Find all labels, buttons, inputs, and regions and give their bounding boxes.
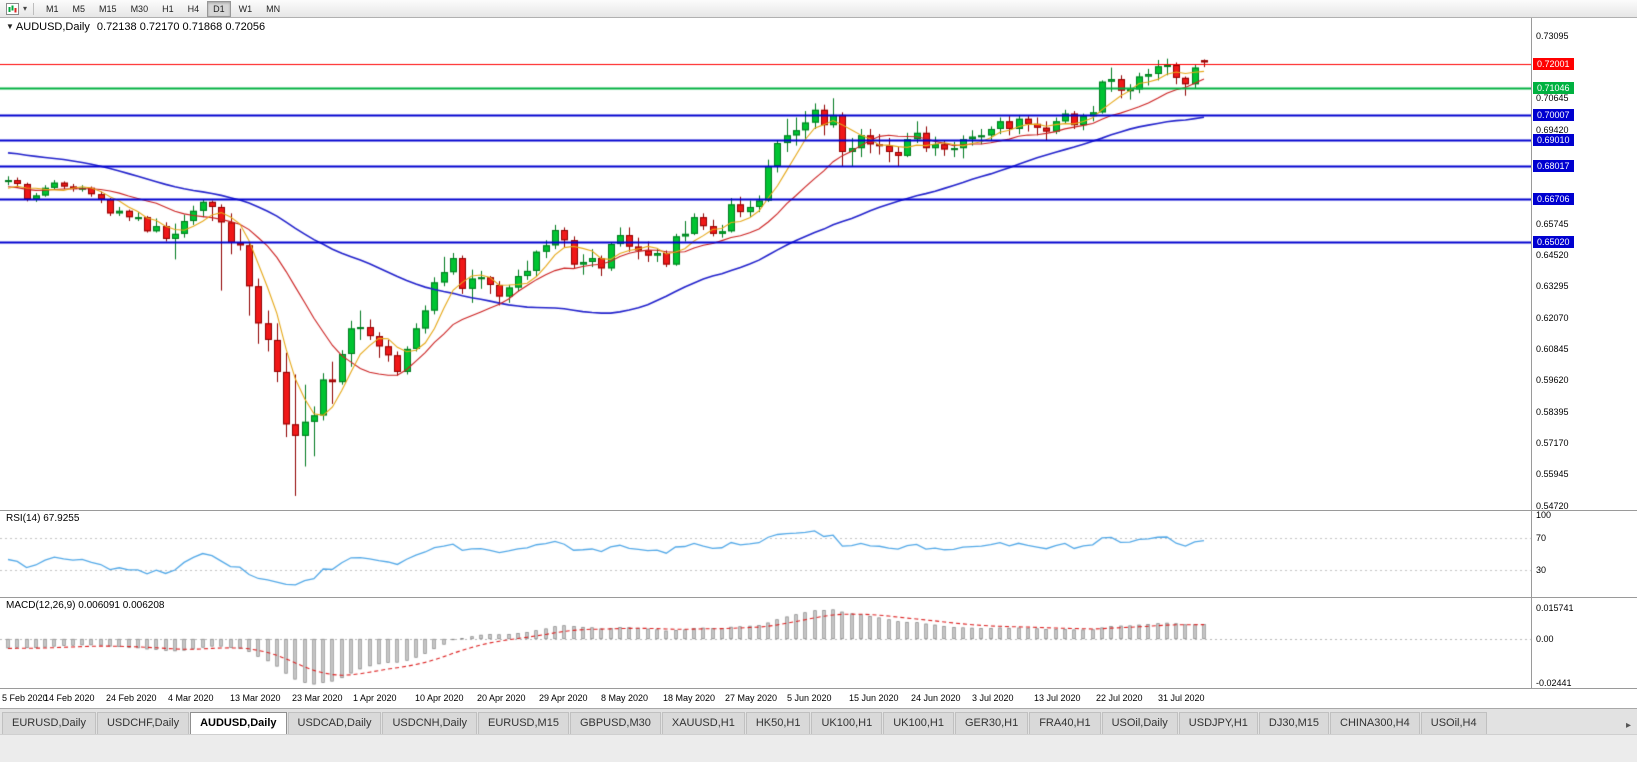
price-axis-label: 0.57170 (1536, 438, 1569, 448)
date-axis-label: 22 Jul 2020 (1096, 693, 1143, 703)
chart-tab-uk100-h1[interactable]: UK100,H1 (883, 712, 954, 734)
date-axis-label: 4 Mar 2020 (168, 693, 214, 703)
price-axis-label: 0.65745 (1536, 218, 1569, 229)
chart-tab-audusd-daily[interactable]: AUDUSD,Daily (190, 712, 287, 734)
timeframe-button-m30[interactable]: M30 (125, 1, 155, 17)
chart-tab-bar: EURUSD,Daily USDCHF,Daily AUDUSD,Daily USDC… (0, 708, 1637, 734)
date-axis-label: 10 Apr 2020 (415, 693, 464, 703)
tabs-scroll-right-icon[interactable]: ▸ (1625, 720, 1631, 731)
timeframe-button-m1[interactable]: M1 (40, 1, 65, 17)
date-axis-label: 24 Jun 2020 (911, 693, 961, 703)
chart-tab-ger30-h1[interactable]: GER30,H1 (955, 712, 1029, 734)
timeframe-button-m5[interactable]: M5 (67, 1, 92, 17)
timeframe-button-w1[interactable]: W1 (233, 1, 259, 17)
chart-tab-eurusd-m15[interactable]: EURUSD,M15 (478, 712, 569, 734)
price-axis-label: 0.69420 (1536, 124, 1569, 135)
chart-tab-dj30-m15[interactable]: DJ30,M15 (1258, 712, 1330, 734)
macd-canvas[interactable] (0, 598, 1531, 688)
main-chart-panel (0, 18, 1531, 510)
chart-type-icon[interactable] (4, 2, 20, 15)
price-axis-label: 0.58395 (1536, 406, 1569, 417)
main-chart-canvas[interactable] (0, 18, 1531, 510)
chart-tab-xauusd-h1[interactable]: XAUUSD,H1 (661, 712, 745, 734)
timeframe-button-group: M1 M5 M15 M30 H1 H4 D1 W1 MN (40, 0, 286, 17)
price-axis-column[interactable]: 0.73095 0.70645 0.69420 0.65745 0.64520 0.632… (1531, 18, 1637, 688)
rsi-axis-label: 100 (1536, 510, 1552, 520)
date-axis-label: 31 Jul 2020 (1158, 693, 1205, 703)
chart-header: ▼ AUDUSD,Daily 0.72138 0.72170 0.71868 0.7… (6, 21, 265, 33)
panel-separator (1532, 510, 1637, 511)
rsi-label: RSI(14) 67.9255 (6, 513, 80, 524)
timeframe-button-d1[interactable]: D1 (207, 0, 231, 17)
date-axis-label: 18 May 2020 (663, 693, 716, 703)
rsi-canvas[interactable] (0, 511, 1531, 597)
macd-panel (0, 597, 1531, 688)
price-level-badge: 0.65020 (1533, 236, 1574, 249)
date-axis-label: 29 Apr 2020 (539, 693, 588, 703)
chart-tab-usdcad-daily[interactable]: USDCAD,Daily (287, 712, 382, 734)
rsi-axis-label: 70 (1536, 533, 1547, 544)
chart-tab-uk100-h1[interactable]: UK100,H1 (811, 712, 883, 734)
price-axis-label: 0.70645 (1536, 93, 1569, 104)
price-level-badge: 0.69010 (1533, 134, 1574, 147)
chart-tab-usdchf-daily[interactable]: USDCHF,Daily (96, 712, 190, 734)
chart-tab-gbpusd-m30[interactable]: GBPUSD,M30 (569, 712, 661, 734)
date-axis-label: 27 May 2020 (725, 693, 778, 703)
price-axis-label: 0.55945 (1536, 469, 1569, 480)
date-axis-label: 5 Jun 2020 (787, 693, 832, 703)
chart-tab-hk50-h1[interactable]: HK50,H1 (745, 712, 811, 734)
macd-axis-label: -0.02441 (1536, 678, 1572, 688)
status-strip (0, 734, 1637, 762)
date-axis-label: 3 Jul 2020 (972, 693, 1014, 703)
price-axis-label: 0.62070 (1536, 312, 1569, 323)
macd-axis-label: 0.015741 (1536, 602, 1574, 613)
date-axis[interactable]: 5 Feb 2020 14 Feb 2020 24 Feb 2020 4 Mar 20… (0, 688, 1637, 708)
macd-axis-label: 0.00 (1536, 634, 1554, 644)
rsi-panel (0, 510, 1531, 597)
price-axis-label: 0.73095 (1536, 30, 1569, 41)
date-axis-label: 24 Feb 2020 (106, 693, 157, 703)
chart-ohlc-values: 0.72138 0.72170 0.71868 0.72056 (96, 21, 266, 33)
timeframe-button-m15[interactable]: M15 (93, 1, 123, 17)
timeframe-button-mn[interactable]: MN (260, 1, 286, 17)
date-axis-label: 5 Feb 2020 (2, 693, 48, 703)
chart-type-dropdown-icon[interactable]: ▾ (23, 4, 28, 13)
price-axis-label: 0.60845 (1536, 344, 1569, 355)
date-axis-label: 20 Apr 2020 (477, 693, 526, 703)
chart-tab-china300-h4[interactable]: CHINA300,H4 (1330, 712, 1420, 734)
chart-tab-usoil-h4[interactable]: USOil,H4 (1420, 712, 1487, 734)
toolbar-separator (33, 2, 35, 15)
date-axis-label: 15 Jun 2020 (849, 693, 899, 703)
price-level-badge: 0.68017 (1533, 159, 1574, 172)
collapse-arrow-icon[interactable]: ▼ (6, 22, 14, 31)
date-axis-label: 8 May 2020 (601, 693, 649, 703)
price-level-badge: 0.72001 (1533, 57, 1574, 70)
price-axis-label: 0.64520 (1536, 250, 1569, 261)
panel-separator (1532, 597, 1637, 598)
chart-tab-usoil-daily[interactable]: USOil,Daily (1101, 712, 1178, 734)
chart-tab-eurusd-daily[interactable]: EURUSD,Daily (2, 712, 96, 734)
rsi-axis-label: 30 (1536, 564, 1547, 575)
timeframe-button-h4[interactable]: H4 (182, 1, 206, 17)
macd-label: MACD(12,26,9) 0.006091 0.006208 (6, 600, 165, 611)
date-axis-label: 23 Mar 2020 (292, 693, 343, 703)
price-level-badge: 0.66706 (1533, 193, 1574, 206)
price-axis-label: 0.54720 (1536, 500, 1569, 511)
date-axis-label: 14 Feb 2020 (44, 693, 95, 703)
top-toolbar: ▾ M1 M5 M15 M30 H1 H4 D1 W1 MN (0, 0, 1637, 18)
price-level-badge: 0.71046 (1533, 82, 1574, 95)
date-axis-label: 1 Apr 2020 (353, 693, 397, 703)
price-axis-label: 0.63295 (1536, 281, 1569, 292)
date-axis-label: 13 Mar 2020 (230, 693, 281, 703)
price-level-badge: 0.70007 (1533, 108, 1574, 121)
date-axis-label: 13 Jul 2020 (1034, 693, 1081, 703)
timeframe-button-h1[interactable]: H1 (156, 1, 180, 17)
chart-tab-usdcnh-daily[interactable]: USDCNH,Daily (382, 712, 478, 734)
candlestick-icon-glyph (5, 2, 19, 15)
chart-tab-usdjpy-h1[interactable]: USDJPY,H1 (1178, 712, 1258, 734)
chart-symbol-period: AUDUSD,Daily (15, 21, 90, 33)
price-axis-label: 0.59620 (1536, 375, 1569, 386)
chart-tab-fra40-h1[interactable]: FRA40,H1 (1029, 712, 1101, 734)
